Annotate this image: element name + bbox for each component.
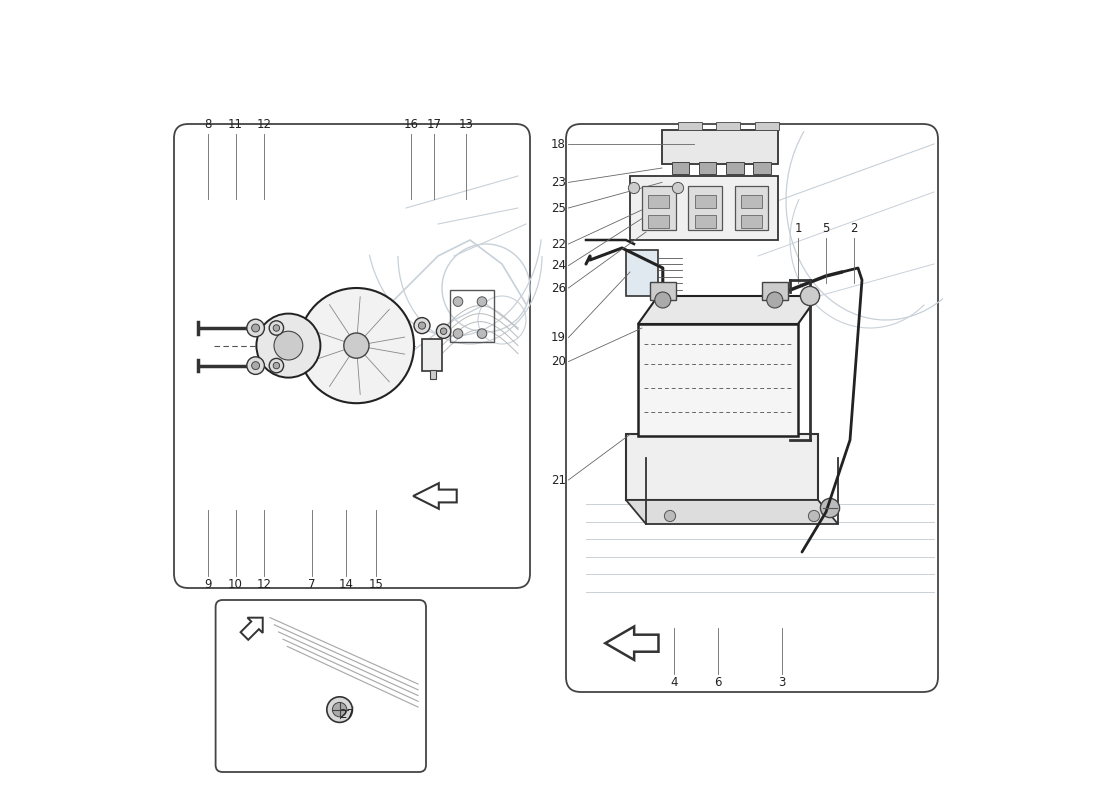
- Circle shape: [270, 321, 284, 335]
- Bar: [689, 186, 722, 230]
- Circle shape: [252, 362, 260, 370]
- Circle shape: [453, 329, 463, 338]
- Circle shape: [453, 297, 463, 306]
- Bar: [422, 339, 442, 371]
- Circle shape: [256, 314, 320, 378]
- Circle shape: [654, 292, 671, 308]
- Circle shape: [274, 331, 302, 360]
- Text: eurospares: eurospares: [265, 687, 371, 705]
- Text: 12: 12: [257, 118, 272, 131]
- Bar: [450, 290, 494, 342]
- Bar: [648, 215, 669, 228]
- Bar: [695, 215, 716, 228]
- Bar: [430, 370, 437, 379]
- Text: 6: 6: [714, 676, 722, 689]
- Bar: [648, 195, 669, 208]
- Circle shape: [664, 510, 675, 522]
- Circle shape: [440, 328, 447, 334]
- Text: 27: 27: [340, 708, 354, 721]
- Text: 24: 24: [551, 259, 566, 272]
- Text: 25: 25: [551, 202, 566, 214]
- Circle shape: [327, 697, 352, 722]
- Circle shape: [767, 292, 783, 308]
- Text: 18: 18: [551, 138, 566, 150]
- Text: 4: 4: [670, 676, 678, 689]
- Circle shape: [477, 329, 487, 338]
- Circle shape: [332, 702, 346, 717]
- Circle shape: [344, 333, 369, 358]
- FancyBboxPatch shape: [216, 600, 426, 772]
- Text: 7: 7: [308, 578, 316, 591]
- Polygon shape: [241, 618, 263, 640]
- Circle shape: [477, 297, 487, 306]
- Text: 26: 26: [551, 282, 566, 294]
- Polygon shape: [638, 296, 818, 324]
- Text: 20: 20: [551, 355, 566, 368]
- Text: 9: 9: [204, 578, 211, 591]
- Circle shape: [246, 319, 264, 337]
- Circle shape: [414, 318, 430, 334]
- Bar: [662, 130, 778, 164]
- Circle shape: [299, 288, 414, 403]
- Polygon shape: [605, 626, 659, 660]
- Bar: [695, 195, 716, 208]
- Circle shape: [821, 498, 839, 518]
- Polygon shape: [626, 500, 838, 524]
- Text: 14: 14: [339, 578, 353, 591]
- Bar: [716, 122, 740, 130]
- Bar: [678, 122, 702, 130]
- Text: 3: 3: [779, 676, 785, 689]
- Bar: [630, 176, 778, 240]
- Bar: [726, 162, 744, 174]
- Text: 15: 15: [368, 578, 384, 591]
- Text: 19: 19: [551, 331, 566, 344]
- Circle shape: [808, 510, 820, 522]
- Circle shape: [437, 324, 451, 338]
- Bar: [646, 416, 790, 432]
- Bar: [762, 282, 788, 300]
- Circle shape: [801, 286, 820, 306]
- Text: 2: 2: [850, 222, 858, 235]
- Bar: [626, 250, 658, 296]
- Circle shape: [418, 322, 426, 330]
- Text: 8: 8: [204, 118, 211, 131]
- Polygon shape: [414, 483, 456, 509]
- Circle shape: [273, 325, 279, 331]
- Text: 22: 22: [551, 238, 566, 250]
- Bar: [698, 162, 716, 174]
- FancyBboxPatch shape: [566, 124, 938, 692]
- Bar: [626, 434, 818, 500]
- Circle shape: [273, 362, 279, 369]
- Circle shape: [246, 357, 264, 374]
- Text: 5: 5: [823, 222, 829, 235]
- Text: 16: 16: [404, 118, 418, 131]
- Text: 12: 12: [257, 578, 272, 591]
- Circle shape: [270, 358, 284, 373]
- Bar: [741, 195, 762, 208]
- Bar: [755, 122, 779, 130]
- Text: 23: 23: [551, 176, 566, 189]
- Bar: [650, 282, 675, 300]
- Bar: [754, 162, 771, 174]
- Text: 1: 1: [794, 222, 802, 235]
- Text: 13: 13: [459, 118, 473, 131]
- Circle shape: [672, 182, 683, 194]
- Bar: [642, 186, 675, 230]
- Text: 17: 17: [427, 118, 441, 131]
- Text: 11: 11: [228, 118, 243, 131]
- Text: eurospares: eurospares: [662, 442, 838, 470]
- FancyBboxPatch shape: [174, 124, 530, 588]
- Text: 10: 10: [228, 578, 243, 591]
- Bar: [672, 162, 690, 174]
- Circle shape: [628, 182, 639, 194]
- Circle shape: [252, 324, 260, 332]
- Bar: [638, 324, 798, 436]
- Text: 21: 21: [551, 474, 566, 486]
- Bar: [735, 186, 769, 230]
- Text: eurospares: eurospares: [275, 276, 425, 300]
- Bar: [741, 215, 762, 228]
